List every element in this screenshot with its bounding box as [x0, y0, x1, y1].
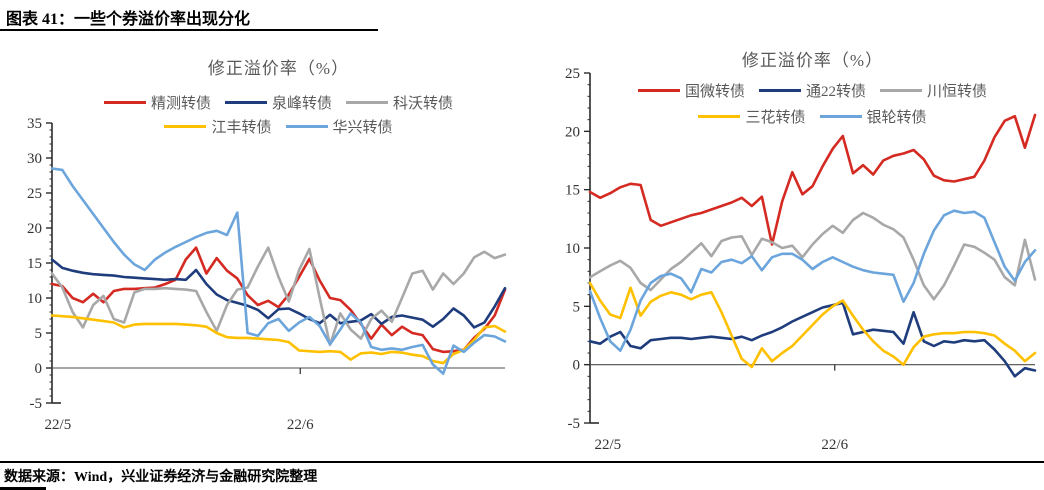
x-tick-label: 22/6: [821, 437, 848, 453]
x-tick-label: 22/6: [287, 417, 314, 433]
legend-swatch: [224, 101, 267, 104]
y-tick-label: 10: [27, 291, 42, 307]
chart-canvas: -5 0 5 10 15 20 25 30 35 22/5 22/6: [27, 116, 507, 433]
y-tick-label: 20: [27, 221, 42, 237]
legend-label: 科沃转债: [393, 96, 454, 112]
y-tick-label: -5: [30, 396, 43, 412]
legend-row: 三花转债 银轮转债: [590, 106, 1035, 127]
legend-label: 精测转债: [150, 96, 211, 112]
legend-item: 三花转债: [698, 106, 806, 127]
legend-item: 银轮转债: [819, 106, 927, 127]
y-tick-label: 0: [35, 361, 43, 377]
series-line-华兴转债: [50, 167, 507, 375]
legend-swatch: [819, 115, 862, 118]
series-line-通22转债: [588, 301, 1037, 378]
legend-label: 国微转债: [684, 84, 745, 100]
chart-title: 修正溢价率（%）: [741, 51, 884, 70]
legend-swatch: [637, 89, 680, 92]
legend-item: 国微转债: [637, 80, 745, 101]
legend-row: 江丰转债 华兴转债: [52, 116, 505, 137]
legend-item: 科沃转债: [346, 92, 453, 113]
legend-item: 精测转债: [103, 92, 211, 113]
legend-item: 川恒转债: [880, 80, 987, 101]
legend-swatch: [164, 125, 207, 128]
legend-swatch: [698, 115, 741, 118]
legend-swatch: [285, 125, 328, 128]
y-tick-label: -5: [568, 416, 581, 432]
title-underline: [0, 29, 378, 31]
premium-chart-right: -5 0 5 10 15 20 25 22/5 22/6 修正溢价率（%） 国微转债 通22转债 川恒转…: [522, 40, 1044, 460]
y-tick-label: 35: [27, 116, 42, 132]
y-tick-label: 5: [35, 326, 43, 342]
y-tick-label: 25: [565, 66, 580, 82]
y-tick-label: 15: [27, 256, 42, 272]
series-line-三花转债: [588, 281, 1037, 369]
legend-item: 泉峰转债: [224, 92, 332, 113]
series-line-国微转债: [588, 113, 1037, 246]
legend-row: 国微转债 通22转债 川恒转债: [590, 80, 1035, 101]
y-tick-label: 5: [573, 299, 581, 315]
chart-title: 修正溢价率（%）: [207, 59, 350, 78]
legend-swatch: [103, 101, 146, 104]
y-tick-label: 30: [27, 151, 42, 167]
legend-label: 江丰转债: [211, 120, 272, 136]
legend-swatch: [758, 89, 801, 92]
x-tick-label: 22/5: [594, 437, 621, 453]
footer-rule: [0, 461, 1044, 463]
report-title: 图表 41：一些个券溢价率出现分化: [6, 11, 251, 28]
y-tick-label: 20: [565, 124, 580, 140]
y-tick-label: 0: [573, 358, 581, 374]
series-line-川恒转债: [588, 211, 1037, 301]
legend-label: 银轮转债: [866, 110, 927, 126]
legend-item: 江丰转债: [164, 116, 272, 137]
legend-label: 三花转债: [745, 110, 806, 126]
chart-canvas: -5 0 5 10 15 20 25 22/5 22/6: [565, 66, 1037, 453]
legend-label: 川恒转债: [927, 84, 988, 100]
legend-label: 泉峰转债: [271, 96, 332, 112]
series-line-银轮转债: [588, 209, 1037, 353]
series-line-泉峰转债: [50, 258, 507, 329]
premium-chart-left: -5 0 5 10 15 20 25 30 35 22/5 22/6 修正溢价率（%） 精测转债 泉峰转债…: [0, 40, 522, 460]
legend-item: 华兴转债: [285, 116, 393, 137]
legend-label: 通22转债: [805, 84, 866, 100]
y-tick-label: 10: [565, 241, 580, 257]
legend-swatch: [880, 89, 922, 92]
data-source-note: 数据来源：Wind，兴业证券经济与金融研究院整理: [4, 470, 318, 485]
legend-label: 华兴转债: [332, 120, 393, 136]
series-line-科沃转债: [50, 246, 507, 347]
legend-item: 通22转债: [758, 80, 866, 101]
y-tick-label: 15: [565, 183, 580, 199]
page-corner-mark: [0, 487, 46, 490]
x-tick-label: 22/5: [45, 417, 72, 433]
legend-row: 精测转债 泉峰转债 科沃转债: [52, 92, 505, 113]
series-line-精测转债: [50, 246, 507, 354]
legend-swatch: [346, 101, 388, 104]
y-tick-label: 25: [27, 186, 42, 202]
